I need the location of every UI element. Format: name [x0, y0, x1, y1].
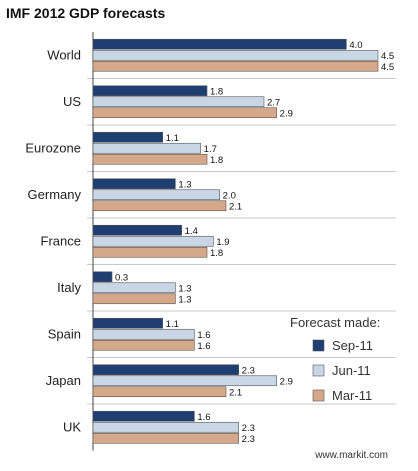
legend-label: Jun-11 — [332, 363, 371, 378]
bar-jun-11 — [92, 282, 176, 294]
legend-swatch-sep-11 — [312, 339, 325, 352]
bar-mar-11 — [92, 60, 379, 72]
category-label: World — [47, 47, 81, 62]
data-label: 1.7 — [204, 144, 217, 155]
category-bands — [87, 78, 396, 405]
bar-sep-11 — [92, 224, 182, 236]
data-label: 1.3 — [178, 283, 191, 294]
data-label: 1.6 — [197, 341, 210, 352]
bar-mar-11 — [92, 153, 208, 165]
bar-mar-11 — [92, 386, 227, 398]
bar-sep-11 — [92, 317, 163, 329]
data-label: 2.7 — [267, 97, 280, 108]
bar-mar-11 — [92, 293, 176, 305]
category-label: Germany — [28, 187, 82, 202]
data-label: 1.6 — [197, 330, 210, 341]
category-label: Eurozone — [25, 140, 81, 155]
data-label: 1.8 — [210, 86, 223, 97]
category-label: France — [41, 233, 81, 248]
data-label: 2.3 — [242, 434, 255, 445]
data-label: 1.4 — [185, 226, 198, 237]
category-label: Spain — [48, 326, 81, 341]
bar-mar-11 — [92, 107, 277, 119]
data-label: 4.5 — [381, 62, 394, 73]
data-label: 1.1 — [166, 319, 179, 330]
bar-jun-11 — [92, 375, 277, 387]
bar-jun-11 — [92, 328, 195, 340]
data-label: 1.6 — [197, 412, 210, 423]
data-label: 2.9 — [280, 376, 293, 387]
bar-jun-11 — [92, 421, 239, 433]
data-label: 0.3 — [115, 272, 128, 283]
category-labels: World US Eurozone Germany France Italy Spain Ja… — [25, 47, 81, 434]
bar-sep-11 — [92, 271, 113, 283]
legend-swatch-mar-11 — [312, 389, 325, 402]
bar-jun-11 — [92, 142, 201, 154]
category-label: US — [63, 94, 81, 109]
bar-sep-11 — [92, 410, 195, 422]
category-label: Japan — [46, 373, 81, 388]
chart-title: IMF 2012 GDP forecasts — [6, 5, 166, 21]
data-label: 4.0 — [349, 40, 362, 51]
bar-jun-11 — [92, 189, 220, 201]
source-credit: www.markit.com — [315, 450, 388, 461]
data-label: 2.9 — [280, 108, 293, 119]
bar-mar-11 — [92, 339, 195, 351]
category-label: UK — [63, 419, 81, 434]
data-label: 1.8 — [210, 155, 223, 166]
data-label: 2.1 — [229, 201, 242, 212]
data-label: 2.3 — [242, 365, 255, 376]
legend-label: Sep-11 — [332, 338, 373, 353]
legend: Forecast made: Sep-11 Jun-11 Mar-11 — [290, 315, 380, 403]
data-label: 2.1 — [229, 387, 242, 398]
bar-jun-11 — [92, 49, 379, 61]
bar-mar-11 — [92, 246, 208, 258]
bar-jun-11 — [92, 235, 214, 247]
bar-sep-11 — [92, 85, 208, 97]
data-label: 1.9 — [216, 237, 229, 248]
bar-jun-11 — [92, 96, 265, 108]
legend-title: Forecast made: — [290, 315, 380, 330]
data-label: 1.3 — [178, 179, 191, 190]
bar-sep-11 — [92, 178, 176, 190]
data-label: 1.3 — [178, 294, 191, 305]
bar-sep-11 — [92, 131, 163, 143]
data-label: 2.3 — [242, 423, 255, 434]
data-label: 4.5 — [381, 51, 394, 62]
data-label: 2.0 — [223, 190, 236, 201]
legend-swatch-jun-11 — [312, 364, 325, 377]
bar-mar-11 — [92, 432, 239, 444]
data-label: 1.8 — [210, 248, 223, 259]
bar-sep-11 — [92, 38, 347, 50]
legend-label: Mar-11 — [332, 388, 372, 403]
bars — [92, 38, 379, 444]
data-label: 1.1 — [166, 133, 179, 144]
bar-mar-11 — [92, 200, 227, 212]
bar-sep-11 — [92, 364, 239, 376]
category-label: Italy — [57, 280, 81, 295]
value-labels: 4.04.54.51.82.72.91.11.71.81.32.02.11.41… — [115, 40, 394, 445]
